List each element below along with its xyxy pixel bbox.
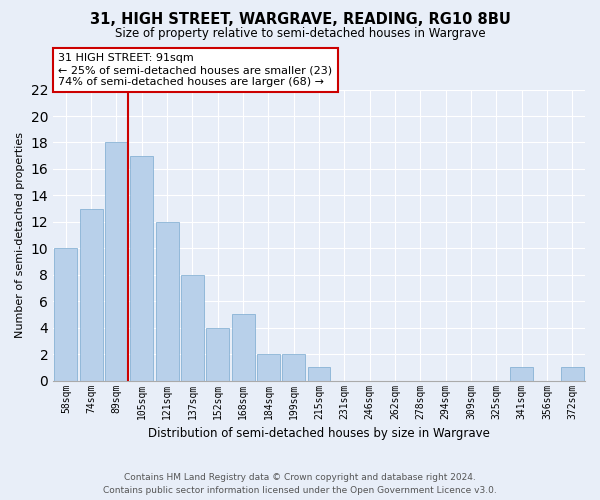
Bar: [561, 368, 584, 380]
Text: 31, HIGH STREET, WARGRAVE, READING, RG10 8BU: 31, HIGH STREET, WARGRAVE, READING, RG10…: [89, 12, 511, 28]
Text: 31 HIGH STREET: 91sqm
← 25% of semi-detached houses are smaller (23)
74% of semi: 31 HIGH STREET: 91sqm ← 25% of semi-deta…: [58, 54, 332, 86]
Bar: [283, 354, 305, 380]
Bar: [510, 368, 533, 380]
Bar: [55, 248, 77, 380]
Bar: [308, 368, 331, 380]
Bar: [130, 156, 153, 380]
Bar: [105, 142, 128, 380]
Bar: [156, 222, 179, 380]
Text: Contains HM Land Registry data © Crown copyright and database right 2024.
Contai: Contains HM Land Registry data © Crown c…: [103, 473, 497, 495]
Bar: [206, 328, 229, 380]
Bar: [80, 208, 103, 380]
Bar: [257, 354, 280, 380]
Y-axis label: Number of semi-detached properties: Number of semi-detached properties: [15, 132, 25, 338]
Bar: [181, 275, 204, 380]
X-axis label: Distribution of semi-detached houses by size in Wargrave: Distribution of semi-detached houses by …: [148, 427, 490, 440]
Text: Size of property relative to semi-detached houses in Wargrave: Size of property relative to semi-detach…: [115, 28, 485, 40]
Bar: [232, 314, 254, 380]
